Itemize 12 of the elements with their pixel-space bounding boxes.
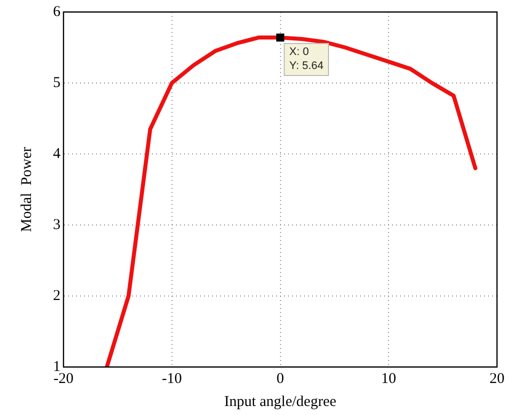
x-tick-label: 0 [276, 370, 284, 387]
annotation: X: 0 Y: 5.64 [289, 46, 324, 72]
x-tick-label: -10 [162, 370, 182, 387]
x-axis-title: Input angle/degree [224, 394, 337, 410]
x-tick-label: 10 [381, 370, 396, 387]
y-axis-title: Modal Power [18, 147, 35, 232]
y-tick-label: 5 [53, 74, 60, 91]
y-tick-label: 3 [53, 216, 60, 233]
y-tick-label: 4 [53, 146, 61, 162]
y-tick-label: 6 [53, 4, 61, 20]
y-tick-label: 2 [53, 288, 60, 304]
x-tick-label: 20 [490, 370, 504, 387]
